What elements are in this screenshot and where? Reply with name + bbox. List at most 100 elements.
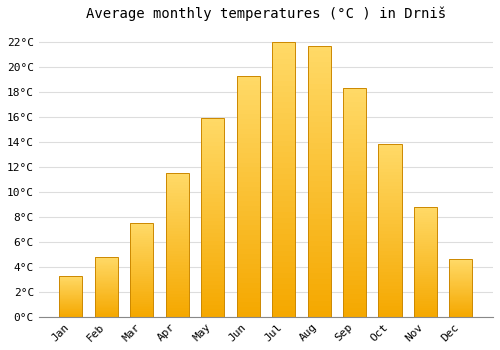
Bar: [414, 255, 437, 258]
Bar: [414, 308, 437, 310]
Bar: [130, 244, 154, 246]
Bar: [95, 289, 118, 290]
Bar: [236, 220, 260, 225]
Bar: [236, 298, 260, 302]
Bar: [201, 130, 224, 134]
Bar: [414, 303, 437, 306]
Bar: [272, 108, 295, 113]
Bar: [308, 57, 330, 62]
Bar: [378, 248, 402, 251]
Bar: [414, 227, 437, 229]
Bar: [378, 165, 402, 169]
Bar: [130, 309, 154, 311]
Bar: [414, 301, 437, 303]
Bar: [378, 279, 402, 282]
Bar: [272, 311, 295, 317]
Bar: [414, 315, 437, 317]
Bar: [308, 46, 330, 317]
Bar: [166, 311, 189, 314]
Bar: [308, 312, 330, 317]
Bar: [236, 153, 260, 158]
Bar: [450, 292, 472, 293]
Bar: [201, 142, 224, 146]
Bar: [343, 271, 366, 276]
Bar: [166, 308, 189, 311]
Bar: [450, 279, 472, 280]
Bar: [343, 180, 366, 184]
Bar: [236, 187, 260, 191]
Bar: [272, 158, 295, 163]
Bar: [272, 229, 295, 234]
Bar: [95, 266, 118, 268]
Bar: [236, 129, 260, 134]
Bar: [130, 227, 154, 229]
Bar: [95, 292, 118, 293]
Bar: [130, 253, 154, 255]
Bar: [378, 175, 402, 179]
Bar: [450, 304, 472, 305]
Bar: [343, 276, 366, 280]
Bar: [414, 214, 437, 216]
Bar: [95, 279, 118, 280]
Bar: [308, 208, 330, 214]
Bar: [236, 211, 260, 216]
Bar: [130, 289, 154, 290]
Bar: [308, 100, 330, 105]
Bar: [272, 168, 295, 174]
Bar: [308, 154, 330, 160]
Bar: [272, 135, 295, 141]
Bar: [60, 307, 82, 308]
Bar: [414, 248, 437, 251]
Bar: [450, 308, 472, 309]
Bar: [308, 94, 330, 100]
Bar: [201, 225, 224, 230]
Bar: [450, 286, 472, 287]
Bar: [60, 275, 82, 317]
Bar: [450, 303, 472, 304]
Bar: [343, 194, 366, 198]
Bar: [450, 309, 472, 310]
Bar: [343, 294, 366, 299]
Bar: [378, 169, 402, 172]
Bar: [272, 284, 295, 289]
Bar: [378, 206, 402, 210]
Bar: [308, 73, 330, 78]
Bar: [450, 294, 472, 295]
Bar: [166, 291, 189, 294]
Bar: [343, 125, 366, 130]
Bar: [166, 271, 189, 274]
Bar: [378, 186, 402, 189]
Bar: [450, 307, 472, 308]
Bar: [130, 251, 154, 253]
Bar: [95, 268, 118, 269]
Bar: [308, 51, 330, 57]
Bar: [60, 296, 82, 297]
Bar: [450, 297, 472, 299]
Bar: [95, 290, 118, 292]
Bar: [236, 148, 260, 153]
Bar: [130, 300, 154, 302]
Bar: [378, 268, 402, 272]
Bar: [414, 288, 437, 290]
Bar: [201, 237, 224, 241]
Bar: [60, 279, 82, 280]
Bar: [236, 307, 260, 312]
Bar: [414, 279, 437, 282]
Bar: [166, 208, 189, 210]
Bar: [343, 289, 366, 294]
Bar: [272, 174, 295, 180]
Bar: [201, 170, 224, 174]
Bar: [272, 48, 295, 53]
Bar: [414, 313, 437, 315]
Bar: [308, 46, 330, 51]
Bar: [343, 139, 366, 143]
Bar: [272, 125, 295, 130]
Bar: [95, 299, 118, 300]
Bar: [308, 187, 330, 192]
Bar: [308, 122, 330, 127]
Bar: [272, 190, 295, 196]
Bar: [414, 209, 437, 211]
Bar: [166, 300, 189, 302]
Bar: [378, 203, 402, 206]
Bar: [95, 306, 118, 307]
